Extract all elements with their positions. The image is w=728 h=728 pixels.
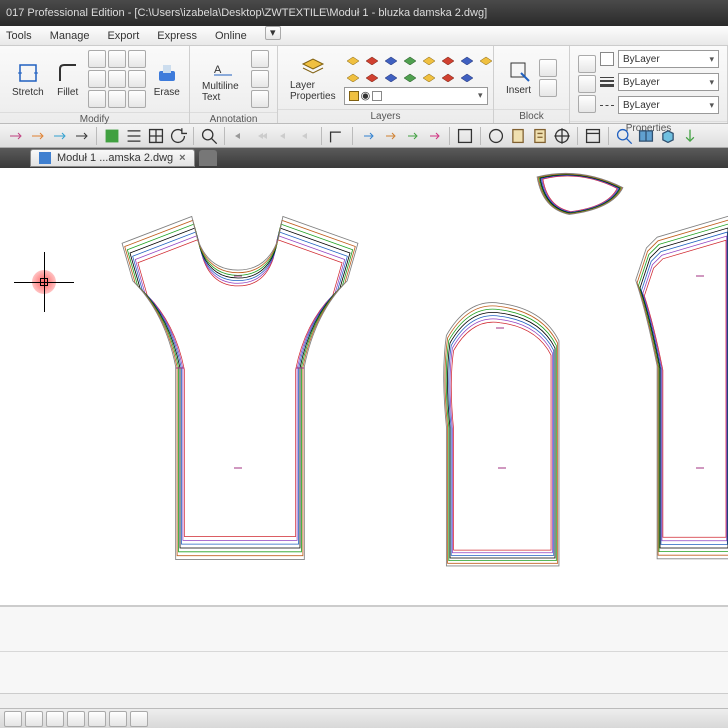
menu-tools[interactable]: Tools (6, 26, 32, 45)
menu-dropdown-icon[interactable]: ▾ (265, 26, 281, 40)
panel-modify-label: Modify (0, 112, 189, 126)
color-arrow-4[interactable] (425, 127, 443, 145)
drawing-canvas[interactable] (0, 168, 728, 606)
close-tab-icon[interactable]: × (179, 152, 185, 164)
circle-tool-icon[interactable] (487, 127, 505, 145)
box-icon[interactable] (456, 127, 474, 145)
menu-manage[interactable]: Manage (50, 26, 90, 45)
color-arrow-2[interactable] (381, 127, 399, 145)
arrow-tool-4[interactable] (72, 127, 90, 145)
lineweight-icon (600, 77, 614, 87)
fill-lines-icon[interactable] (125, 127, 143, 145)
menu-express[interactable]: Express (157, 26, 197, 45)
props-extras[interactable] (578, 55, 596, 113)
layer-combo[interactable]: ◉ (344, 87, 488, 105)
linetype-combo[interactable]: ByLayer (618, 96, 719, 114)
panel-layers-label: Layers (278, 109, 493, 123)
tab-label: Moduł 1 ...amska 2.dwg (57, 152, 173, 164)
search-icon[interactable] (200, 127, 218, 145)
status-btn-7[interactable] (130, 711, 148, 727)
status-bar (0, 708, 728, 728)
menu-export[interactable]: Export (107, 26, 139, 45)
window-icon[interactable] (584, 127, 602, 145)
lineweight-combo[interactable]: ByLayer (618, 73, 719, 91)
nav-arrow-2[interactable] (253, 127, 271, 145)
menu-bar: Tools Manage Export Express Online ▾ (0, 26, 728, 46)
color-swatch[interactable] (600, 52, 614, 66)
fill-green-icon[interactable] (103, 127, 121, 145)
annotation-extras[interactable] (251, 50, 269, 108)
multiline-text-button[interactable]: A Multiline Text (198, 53, 247, 105)
color-arrow-1[interactable] (359, 127, 377, 145)
arrow-tool-2[interactable] (28, 127, 46, 145)
erase-button[interactable]: Erase (150, 59, 184, 100)
active-tab[interactable]: Moduł 1 ...amska 2.dwg × (30, 149, 195, 167)
window-title: 017 Professional Edition - [C:\Users\iza… (0, 0, 728, 26)
tab-overflow[interactable] (199, 150, 217, 166)
corner-icon[interactable] (328, 127, 346, 145)
layer-properties-button[interactable]: Layer Properties (286, 52, 340, 104)
arrow-tool-3[interactable] (50, 127, 68, 145)
status-btn-4[interactable] (67, 711, 85, 727)
document-tabs: Moduł 1 ...amska 2.dwg × (0, 148, 728, 168)
secondary-toolbar (0, 124, 728, 148)
fillet-button[interactable]: Fillet (52, 59, 84, 100)
command-area[interactable] (0, 606, 728, 694)
book-icon[interactable] (637, 127, 655, 145)
color-combo[interactable]: ByLayer (618, 50, 719, 68)
cube-icon[interactable] (659, 127, 677, 145)
magnify-icon[interactable] (615, 127, 633, 145)
target-icon[interactable] (553, 127, 571, 145)
menu-online[interactable]: Online (215, 26, 247, 45)
status-btn-3[interactable] (46, 711, 64, 727)
nav-arrow-4[interactable] (297, 127, 315, 145)
color-arrow-3[interactable] (403, 127, 421, 145)
arrow-down-icon[interactable] (681, 127, 699, 145)
clipboard-icon[interactable] (509, 127, 527, 145)
modify-tools-grid[interactable] (88, 50, 146, 108)
panel-annotation-label: Annotation (190, 112, 277, 126)
nav-arrow-1[interactable] (231, 127, 249, 145)
svg-text:A: A (214, 64, 222, 76)
status-btn-5[interactable] (88, 711, 106, 727)
layer-icon-row[interactable] (344, 51, 495, 84)
panel-block-label: Block (494, 109, 569, 123)
insert-button[interactable]: Insert (502, 57, 535, 98)
fill-grid-icon[interactable] (147, 127, 165, 145)
status-btn-2[interactable] (25, 711, 43, 727)
refresh-icon[interactable] (169, 127, 187, 145)
file-icon (39, 152, 51, 164)
status-btn-1[interactable] (4, 711, 22, 727)
clipboard2-icon[interactable] (531, 127, 549, 145)
status-btn-6[interactable] (109, 711, 127, 727)
block-extras[interactable] (539, 59, 557, 97)
nav-arrow-3[interactable] (275, 127, 293, 145)
arrow-tool-1[interactable] (6, 127, 24, 145)
stretch-button[interactable]: Stretch (8, 59, 48, 100)
ribbon: Stretch Fillet Erase Modify A Multiline … (0, 46, 728, 124)
linetype-icon (600, 105, 614, 106)
